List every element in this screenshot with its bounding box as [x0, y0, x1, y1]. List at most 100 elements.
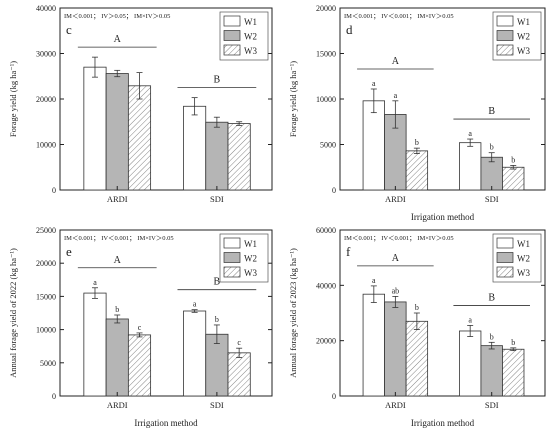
y-tick-label: 10000	[36, 141, 56, 150]
legend-swatch-W1	[223, 237, 241, 249]
stats-annotation: IM＜0.001； IV＜0.001； IM×IV＞0.05	[344, 235, 454, 242]
y-tick-label: 5000	[320, 141, 336, 150]
legend-label-W2: W2	[517, 254, 530, 264]
group-letter: A	[114, 34, 122, 45]
group-letter: B	[214, 75, 221, 86]
legend-swatch-W2	[223, 252, 241, 263]
legend: W1 W2 W3	[492, 233, 542, 283]
y-tick-label: 30000	[36, 50, 56, 59]
bar-W1-SDI	[183, 105, 207, 191]
group-letter: A	[114, 255, 122, 266]
chart-panel-f: 0 20000 40000 60000 Annual forage yield of 2…	[288, 226, 546, 428]
significance-letter: a	[468, 129, 472, 138]
significance-letter: b	[215, 315, 219, 324]
significance-letter: b	[415, 303, 419, 312]
legend: W1 W2 W3	[492, 11, 542, 61]
panels: 0 10000 20000 30000 40000 Forage yield (kg ha…	[8, 4, 546, 428]
stats-annotation: IM＜0.001； IV＜0.001； IM×IV＞0.05	[344, 13, 454, 20]
y-tick-label: 10000	[316, 95, 336, 104]
significance-letter: c	[237, 338, 241, 347]
group-letter: A	[392, 253, 400, 264]
significance-letter: b	[511, 338, 515, 347]
significance-letter: a	[372, 79, 376, 88]
y-tick-label: 0	[52, 392, 56, 401]
group-letter: B	[488, 292, 495, 303]
y-axis-label: Forage yield (kg ha⁻¹)	[288, 61, 298, 137]
legend-swatch-W1	[496, 15, 514, 27]
y-tick-label: 10000	[36, 326, 56, 335]
significance-letter: a	[394, 91, 398, 100]
legend-label-W1: W1	[517, 17, 530, 27]
significance-letter: c	[138, 323, 142, 332]
x-axis-label: Irrigation method	[411, 418, 475, 428]
panel-letter: d	[346, 22, 353, 37]
bar-W2-SDI	[480, 345, 503, 397]
bar-W3-ARDI	[127, 334, 152, 397]
bar-W1-ARDI	[362, 100, 385, 191]
bar-W2-ARDI	[105, 318, 129, 397]
legend-label-W3: W3	[244, 46, 257, 56]
legend: W1 W2 W3	[219, 233, 269, 283]
significance-letter: b	[115, 305, 119, 314]
group-letter: B	[214, 277, 221, 288]
legend-label-W2: W2	[517, 32, 530, 42]
legend-label-W2: W2	[244, 254, 257, 264]
legend-swatch-W2	[223, 30, 241, 41]
legend-swatch-W3	[223, 266, 241, 278]
bar-W1-SDI	[459, 142, 482, 191]
legend-swatch-W1	[496, 237, 514, 249]
significance-letter: a	[93, 278, 97, 287]
bar-W3-ARDI	[405, 320, 429, 397]
y-tick-label: 20000	[36, 95, 56, 104]
significance-letter: a	[468, 315, 472, 324]
significance-letter: b	[490, 332, 494, 341]
legend-swatch-W2	[496, 30, 514, 41]
legend-label-W1: W1	[244, 17, 257, 27]
bar-W1-ARDI	[83, 66, 107, 191]
stats-annotation: IM＜0.001； IV＞0.05； IM×IV＞0.05	[64, 13, 170, 20]
x-tick-label: SDI	[485, 400, 499, 410]
plot-frame	[339, 229, 546, 397]
y-axis-label: Forage yield (kg ha⁻¹)	[8, 61, 18, 137]
significance-letter: b	[511, 155, 515, 164]
y-tick-label: 0	[332, 186, 336, 195]
y-tick-label: 40000	[316, 281, 336, 290]
y-tick-label: 40000	[36, 4, 56, 13]
y-tick-label: 20000	[36, 259, 56, 268]
bar-W2-SDI	[205, 121, 229, 191]
y-axis-label: Annual forage yield of 2023 (kg ha⁻¹)	[288, 248, 298, 378]
panel-letter: e	[66, 244, 72, 259]
chart-panel-e: 0 5000 10000 15000 20000 25000 Annual forage y…	[8, 226, 273, 428]
y-axis-label: Annual forage yield of 2022 (kg ha⁻¹)	[8, 248, 18, 378]
x-tick-label: ARDI	[385, 194, 406, 204]
bar-W1-SDI	[459, 330, 482, 397]
legend-swatch-W3	[496, 266, 514, 278]
legend-label-W3: W3	[244, 268, 257, 278]
bar-W3-SDI	[502, 348, 525, 397]
significance-letter: b	[415, 138, 419, 147]
panel-letter: c	[66, 22, 72, 37]
x-axis-label: Irrigation method	[411, 212, 475, 222]
legend-swatch-W2	[496, 252, 514, 263]
y-tick-label: 15000	[36, 292, 56, 301]
bar-W2-ARDI	[384, 301, 407, 397]
legend-swatch-W1	[223, 15, 241, 27]
legend-swatch-W3	[496, 44, 514, 56]
x-tick-label: ARDI	[107, 194, 128, 204]
y-tick-label: 5000	[40, 359, 56, 368]
legend: W1 W2 W3	[219, 11, 269, 61]
bar-W1-ARDI	[362, 293, 385, 397]
plot-frame	[59, 229, 273, 397]
bar-W3-ARDI	[405, 150, 429, 191]
legend-label-W1: W1	[517, 239, 530, 249]
group-letter: A	[392, 56, 400, 67]
y-tick-label: 15000	[316, 50, 336, 59]
y-tick-label: 20000	[316, 4, 336, 13]
legend-label-W1: W1	[244, 239, 257, 249]
bar-W3-SDI	[227, 352, 251, 397]
panel-letter: f	[346, 244, 351, 259]
x-tick-label: SDI	[485, 194, 499, 204]
y-tick-label: 0	[52, 186, 56, 195]
stats-annotation: IM＜0.001； IV＜0.001； IM×IV＞0.05	[64, 235, 174, 242]
